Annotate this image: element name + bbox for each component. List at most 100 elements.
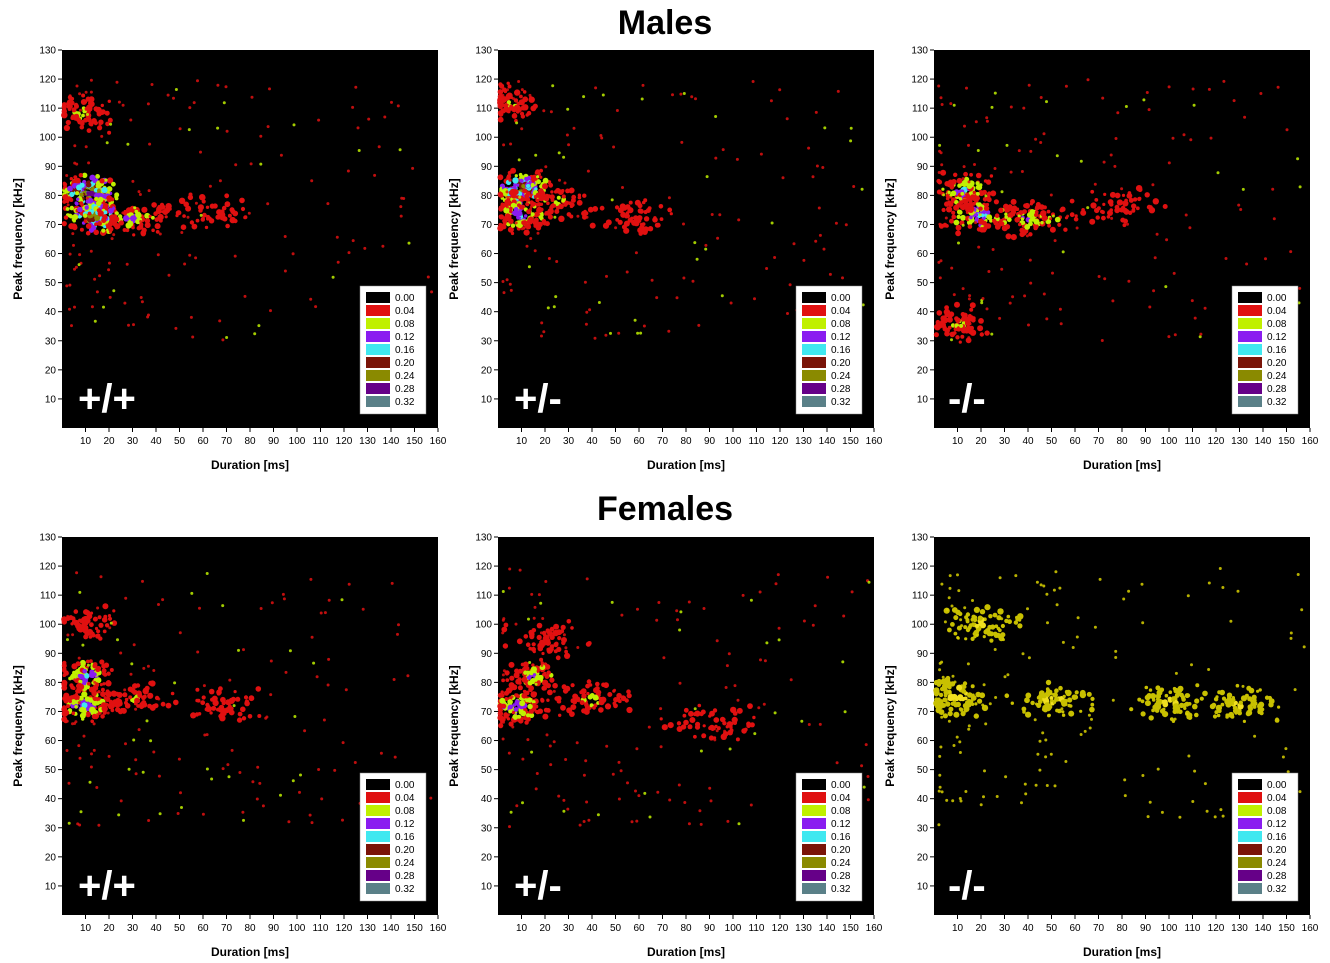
density-point xyxy=(506,100,511,105)
density-point xyxy=(65,207,70,211)
density-point xyxy=(1079,733,1083,736)
density-point xyxy=(101,617,108,623)
density-point xyxy=(534,171,539,175)
density-point xyxy=(361,607,365,611)
density-point xyxy=(351,105,355,109)
y-tick-label: 70 xyxy=(45,707,57,718)
density-point xyxy=(947,685,952,690)
density-point xyxy=(1131,208,1136,212)
density-point xyxy=(528,93,532,97)
density-point xyxy=(542,185,546,189)
density-point xyxy=(531,700,536,704)
density-point xyxy=(95,677,100,683)
density-point xyxy=(75,661,81,667)
density-point xyxy=(1167,335,1171,339)
legend-value: 0.12 xyxy=(1267,819,1287,830)
density-point xyxy=(104,110,110,116)
x-tick-label: 50 xyxy=(1046,436,1058,447)
density-point xyxy=(759,152,763,156)
density-point xyxy=(109,621,113,625)
legend-value: 0.32 xyxy=(395,397,415,408)
y-tick-label: 120 xyxy=(39,75,56,86)
density-point xyxy=(72,218,76,223)
density-point xyxy=(960,214,966,221)
density-point xyxy=(1060,707,1064,711)
density-point xyxy=(159,202,165,208)
density-point xyxy=(585,641,592,647)
y-tick-label: 130 xyxy=(39,46,56,57)
density-point xyxy=(1146,815,1150,819)
density-point xyxy=(940,678,946,684)
density-point xyxy=(1114,649,1118,653)
y-tick-label: 70 xyxy=(481,707,493,718)
density-point xyxy=(548,744,552,748)
density-point xyxy=(196,79,199,83)
density-point xyxy=(1061,713,1066,717)
density-point xyxy=(971,693,975,697)
density-point xyxy=(811,175,815,179)
legend-swatch xyxy=(1238,857,1262,868)
x-tick-label: 20 xyxy=(975,923,987,934)
density-point xyxy=(182,214,186,218)
density-point xyxy=(225,223,230,229)
x-tick-label: 40 xyxy=(586,923,598,934)
density-point xyxy=(950,338,953,342)
density-point xyxy=(1017,623,1023,629)
legend-swatch xyxy=(802,870,826,881)
density-point xyxy=(69,214,74,219)
density-point xyxy=(317,118,321,122)
density-point xyxy=(147,692,154,699)
legend-swatch xyxy=(366,857,390,868)
density-point xyxy=(102,682,106,686)
density-point xyxy=(945,196,950,201)
density-point xyxy=(1107,210,1113,216)
y-tick-label: 40 xyxy=(917,794,929,805)
density-point xyxy=(1045,687,1050,691)
y-tick-label: 80 xyxy=(481,191,493,202)
density-point xyxy=(1094,198,1099,202)
density-point xyxy=(115,691,120,697)
y-tick-label: 10 xyxy=(45,881,57,892)
density-point xyxy=(1034,219,1039,224)
density-point xyxy=(641,200,646,205)
density-point xyxy=(941,703,947,708)
density-point xyxy=(173,681,177,685)
density-point xyxy=(990,190,997,197)
density-point xyxy=(76,822,80,826)
density-point xyxy=(66,633,70,637)
density-point xyxy=(958,611,963,617)
density-point xyxy=(560,704,566,711)
density-point xyxy=(579,690,584,695)
density-point xyxy=(613,688,617,692)
density-point xyxy=(730,721,734,726)
density-point xyxy=(1120,187,1124,191)
density-point xyxy=(1164,285,1168,289)
density-point xyxy=(224,201,231,208)
density-point xyxy=(323,611,327,615)
density-point xyxy=(637,208,643,214)
x-tick-label: 160 xyxy=(866,923,883,934)
density-point xyxy=(109,214,116,221)
density-point xyxy=(617,760,621,764)
density-point xyxy=(970,636,975,642)
density-point xyxy=(753,732,757,736)
density-point xyxy=(1033,718,1037,722)
density-point xyxy=(694,710,701,717)
density-point xyxy=(525,666,530,671)
density-point xyxy=(582,214,587,220)
density-point xyxy=(1137,697,1142,702)
density-point xyxy=(62,666,67,672)
x-tick-label: 60 xyxy=(197,923,209,934)
density-point xyxy=(66,710,70,714)
density-point xyxy=(941,187,945,191)
density-point xyxy=(713,717,720,723)
density-point xyxy=(79,706,86,713)
density-point xyxy=(639,331,643,335)
density-point xyxy=(570,683,575,688)
density-point xyxy=(967,143,970,147)
density-point xyxy=(1178,815,1182,819)
density-point xyxy=(968,623,973,628)
density-point xyxy=(63,671,68,676)
density-point xyxy=(655,296,659,300)
density-point xyxy=(84,107,88,111)
